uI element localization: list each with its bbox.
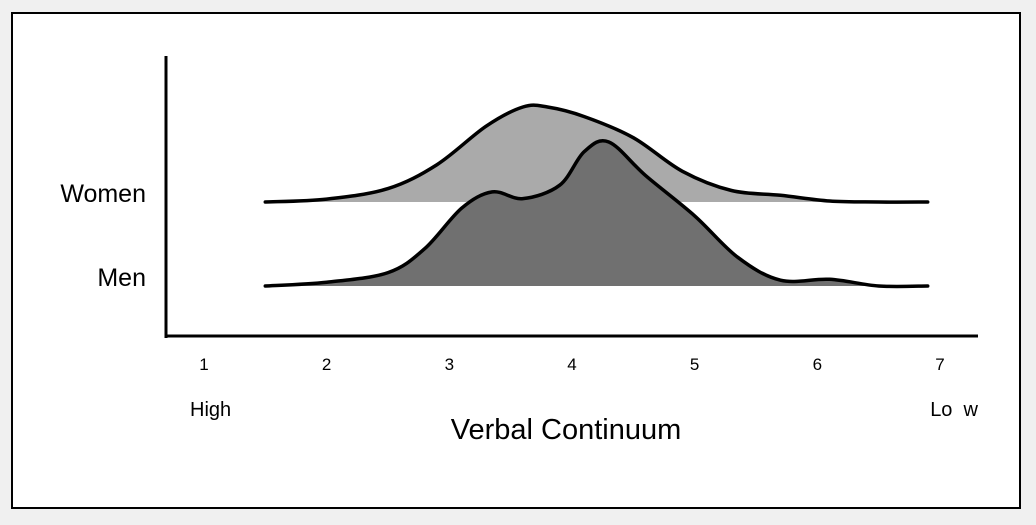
x-tick-label-7: 7: [935, 355, 944, 374]
axis-end-label-low: Lo w: [930, 399, 978, 421]
x-tick-label-3: 3: [445, 355, 454, 374]
x-axis-title: Verbal Continuum: [451, 414, 682, 446]
ridge-fill-men: [265, 140, 928, 287]
x-tick-labels: 1 2 3 4 5 6 7: [199, 355, 944, 374]
x-tick-label-2: 2: [322, 355, 331, 374]
x-tick-label-6: 6: [813, 355, 822, 374]
ridge-outline-women: [263, 103, 930, 204]
axis-end-label-high: High: [190, 399, 231, 421]
x-tick-label-1: 1: [199, 355, 208, 374]
series-label-women: Women: [60, 180, 146, 208]
ridges: [263, 103, 930, 289]
x-tick-label-5: 5: [690, 355, 699, 374]
ridge-outline-men: [263, 139, 930, 289]
x-tick-label-4: 4: [567, 355, 576, 374]
series-label-men: Men: [97, 264, 146, 292]
